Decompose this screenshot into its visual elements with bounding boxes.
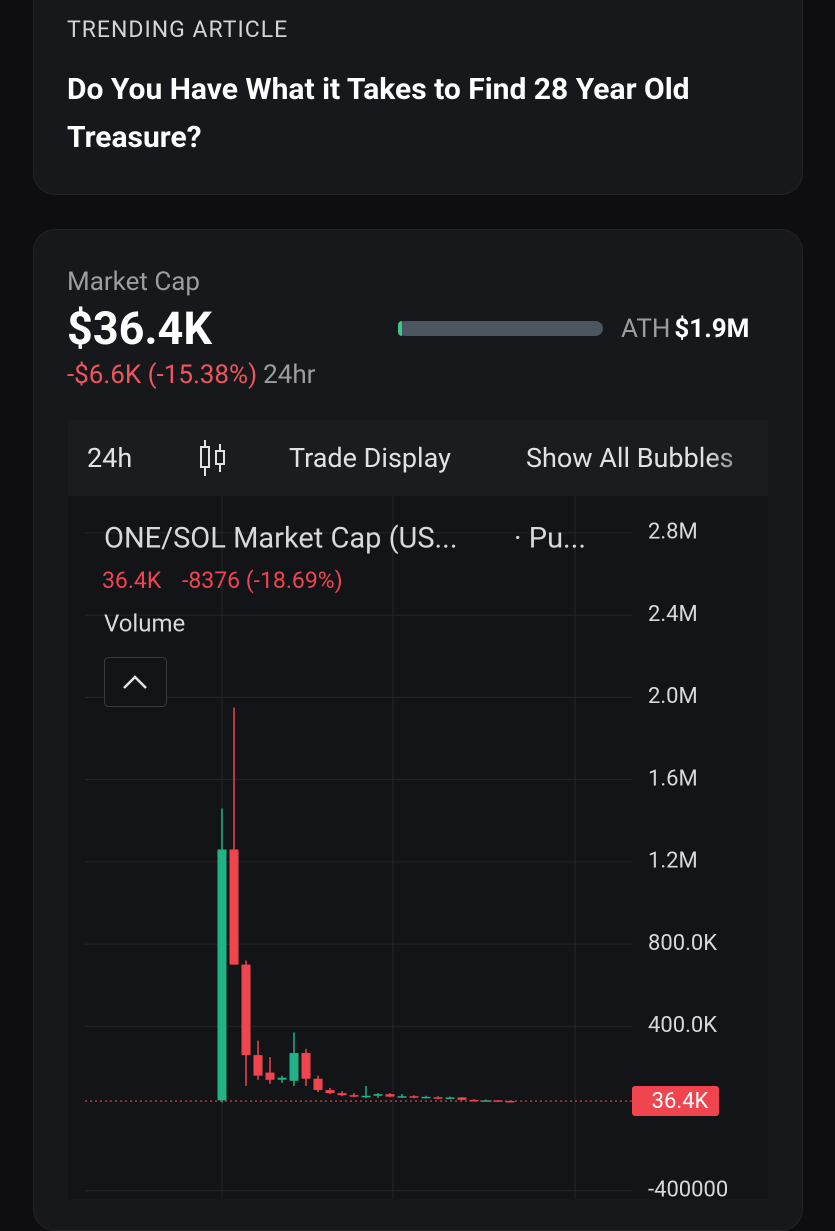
- chart-source: · Pu...: [514, 522, 586, 556]
- candle-body: [265, 1072, 275, 1080]
- candle-body: [313, 1078, 323, 1091]
- fade: [708, 420, 768, 496]
- candle-body: [325, 1090, 335, 1094]
- market-cap-change: -$6.6K (-15.38%) 24hr: [67, 360, 315, 390]
- candle-body: [361, 1095, 371, 1098]
- market-cap-value: $36.4K: [67, 302, 212, 355]
- candle-body: [433, 1097, 443, 1099]
- period: 24hr: [263, 360, 316, 390]
- price-change: -8376 (-18.69%): [182, 567, 343, 594]
- candle-body: [253, 1055, 263, 1076]
- candle-body: [241, 964, 251, 1056]
- chart: ONE/SOL Market Cap (US... · Pu... 36.4K …: [68, 496, 768, 1199]
- interval-button[interactable]: 24h: [87, 442, 133, 474]
- candle-body: [397, 1096, 407, 1098]
- volume-label: Volume: [104, 609, 185, 637]
- ath-progress-fill: [398, 321, 402, 336]
- market-cap-label: Market Cap: [67, 267, 200, 297]
- chart-title: ONE/SOL Market Cap (US...: [104, 522, 457, 556]
- ath-value: $1.9M: [674, 314, 750, 344]
- y-tick-label: 1.2M: [648, 849, 698, 874]
- ath-label: ATH: [621, 314, 671, 344]
- candle-body: [421, 1096, 431, 1099]
- candle-body: [373, 1094, 383, 1096]
- trending-card[interactable]: [33, 0, 803, 195]
- last-price-tag: [632, 1086, 719, 1117]
- candle-body: [385, 1094, 395, 1097]
- change: -$6.6K (-15.38%): [67, 360, 258, 390]
- chart-pane: [68, 496, 768, 1199]
- candle-body: [445, 1097, 455, 1099]
- candle-body: [469, 1099, 479, 1102]
- candle-body: [217, 849, 227, 1101]
- y-tick-label: 1.6M: [648, 766, 698, 791]
- candle-body: [337, 1093, 347, 1096]
- last-price-tag-label: 36.4K: [652, 1089, 709, 1114]
- last-price: 36.4K: [102, 567, 162, 594]
- candle-body: [493, 1100, 503, 1102]
- chevron-up: [123, 675, 147, 689]
- trending-title[interactable]: Do You Have What it Takes to Find 28 Yea…: [67, 72, 690, 155]
- trending-label: TRENDING ARTICLE: [67, 16, 289, 43]
- candle-body: [301, 1053, 311, 1079]
- candle-body: [229, 849, 239, 965]
- chart-toolbar: 24h Trade Display Show All Bubbles: [68, 420, 768, 496]
- y-tick-label: 400.0K: [648, 1013, 717, 1038]
- trade-display-button[interactable]: Trade Display: [289, 442, 451, 474]
- y-tick-label: 2.4M: [648, 602, 698, 627]
- y-tick-label: 2.8M: [648, 520, 698, 545]
- candle-body: [349, 1095, 359, 1097]
- candle-icon[interactable]: [198, 438, 228, 478]
- candle-body: [457, 1097, 467, 1100]
- candle-body: [409, 1096, 419, 1098]
- ath: ATH $1.9M: [621, 314, 749, 344]
- ath-progress: [398, 321, 603, 336]
- y-tick-label: 2.0M: [648, 684, 698, 709]
- y-tick-label: -400000: [648, 1178, 728, 1199]
- y-tick-label: 800.0K: [648, 931, 717, 956]
- collapse-button[interactable]: [104, 657, 167, 707]
- page: {"trending": {"label": "TRENDING ARTICLE…: [33, 0, 803, 1231]
- candle-body: [289, 1053, 299, 1081]
- show-bubbles-button[interactable]: Show All Bubbles: [526, 442, 734, 474]
- candle-body: [505, 1100, 515, 1103]
- candle-body: [277, 1077, 287, 1080]
